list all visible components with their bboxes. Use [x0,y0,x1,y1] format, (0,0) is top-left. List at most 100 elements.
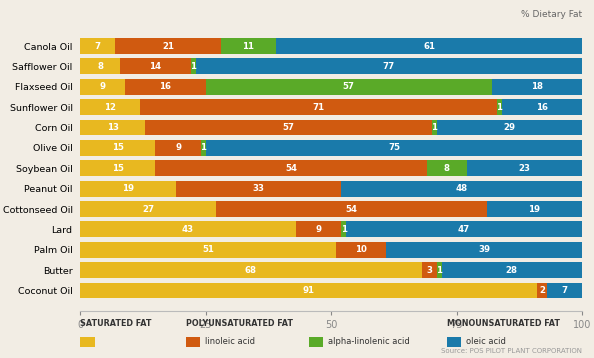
Bar [195,58,582,74]
Text: 47: 47 [458,225,470,234]
Text: MONOUNSATURATED FAT: MONOUNSATURATED FAT [447,319,560,328]
Bar [156,160,426,176]
Text: 91: 91 [302,286,315,295]
Text: 27: 27 [142,204,154,213]
Bar [80,140,156,156]
Bar [486,201,582,217]
Bar [125,79,206,95]
Text: 29: 29 [503,123,516,132]
Bar [386,242,582,258]
Bar [216,201,486,217]
Text: 51: 51 [202,245,214,254]
Text: 54: 54 [285,164,297,173]
Bar [537,282,547,299]
Bar [296,222,341,237]
Text: 75: 75 [388,144,400,153]
Bar [341,222,346,237]
Text: 39: 39 [478,245,490,254]
Text: 28: 28 [506,266,518,275]
Bar [121,58,191,74]
Text: 57: 57 [283,123,295,132]
Text: alpha-linolenic acid: alpha-linolenic acid [328,337,410,347]
Text: 1: 1 [190,62,196,71]
Text: 57: 57 [343,82,355,91]
Text: 14: 14 [150,62,162,71]
Text: 9: 9 [315,225,321,234]
Text: 8: 8 [97,62,103,71]
Bar [346,222,582,237]
Text: 11: 11 [242,42,254,50]
Text: 1: 1 [436,266,442,275]
Bar [80,242,336,258]
Text: 1: 1 [341,225,347,234]
Text: 10: 10 [355,245,367,254]
Text: 7: 7 [94,42,101,50]
Bar [426,160,467,176]
Text: 15: 15 [112,144,124,153]
Bar [80,262,422,278]
Text: 15: 15 [112,164,124,173]
Text: 1: 1 [431,123,437,132]
Text: 77: 77 [383,62,395,71]
Bar [492,79,582,95]
Text: 43: 43 [182,225,194,234]
Bar [437,262,441,278]
Text: 19: 19 [529,204,541,213]
Text: 12: 12 [105,103,116,112]
Text: 54: 54 [345,204,357,213]
Text: 19: 19 [122,184,134,193]
Bar [437,120,582,135]
Text: % Dietary Fat: % Dietary Fat [521,10,582,19]
Bar [502,99,582,115]
Bar [341,181,582,197]
Text: 18: 18 [531,82,543,91]
Bar [201,140,206,156]
Text: 23: 23 [519,164,530,173]
Text: 21: 21 [162,42,174,50]
Bar [467,160,582,176]
Bar [140,99,497,115]
Text: Source: POS PILOT PLANT CORPORATION: Source: POS PILOT PLANT CORPORATION [441,348,582,354]
Bar [80,79,125,95]
Text: 71: 71 [312,103,325,112]
Text: 1: 1 [497,103,503,112]
Text: 9: 9 [100,82,106,91]
Text: 7: 7 [561,286,568,295]
Bar [191,58,195,74]
Bar [146,120,431,135]
Bar [80,120,146,135]
Text: 61: 61 [423,42,435,50]
Text: linoleic acid: linoleic acid [205,337,255,347]
Text: 2: 2 [539,286,545,295]
Bar [422,262,437,278]
Bar [336,242,386,258]
Bar [547,282,582,299]
Text: 48: 48 [456,184,467,193]
Bar [80,99,140,115]
Bar [276,38,582,54]
Bar [497,99,502,115]
Bar [80,181,176,197]
Text: 9: 9 [175,144,181,153]
Bar [176,181,341,197]
Bar [441,262,582,278]
Bar [156,140,201,156]
Bar [206,79,492,95]
Bar [206,140,582,156]
Bar [80,282,537,299]
Text: oleic acid: oleic acid [466,337,506,347]
Bar [80,201,216,217]
Text: 13: 13 [107,123,119,132]
Text: 3: 3 [426,266,432,275]
Bar [115,38,221,54]
Bar [431,120,437,135]
Bar [221,38,276,54]
Text: 1: 1 [200,144,206,153]
Text: 8: 8 [444,164,450,173]
Bar [80,222,296,237]
Text: 16: 16 [160,82,172,91]
Bar [80,38,115,54]
Text: 68: 68 [245,266,257,275]
Text: POLYUNSATURATED FAT: POLYUNSATURATED FAT [185,319,293,328]
Text: 16: 16 [536,103,548,112]
